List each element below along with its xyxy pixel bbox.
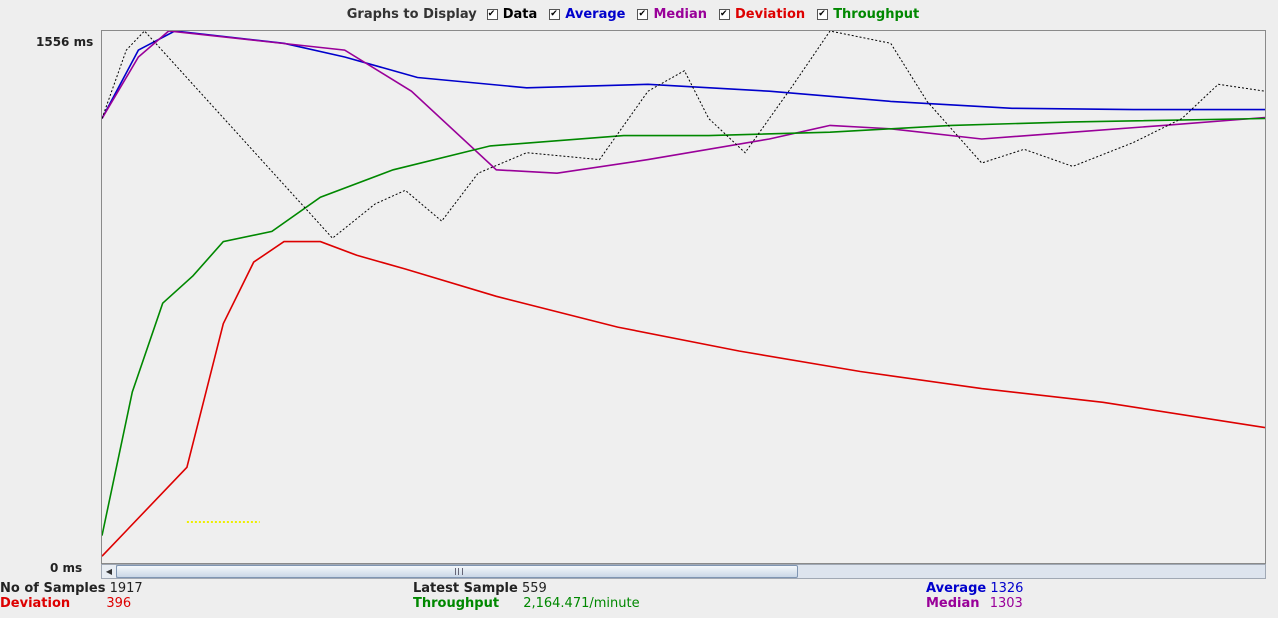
scroll-grip-icon [455, 568, 463, 575]
deviation-label: Deviation [0, 596, 71, 611]
samples-value: 1917 [109, 581, 143, 596]
series-line-deviation [102, 240, 1265, 557]
stat-latest: Latest Sample 559 [413, 581, 547, 596]
data-checkbox[interactable] [486, 8, 498, 20]
toggle-deviation[interactable]: Deviation [719, 7, 805, 22]
graphs-to-display-bar: Graphs to Display Data Average Median De… [0, 0, 1278, 28]
median-label: Median [926, 596, 980, 611]
y-axis-min-label: 0 ms [50, 561, 83, 575]
series-line-median [102, 31, 1265, 175]
series-line-average [102, 31, 1265, 119]
throughput-value: 2,164.471/minute [523, 596, 640, 611]
toggle-median-label: Median [653, 6, 708, 22]
stat-throughput: Throughput 2,164.471/minute [413, 596, 640, 611]
median-value: 1303 [989, 596, 1023, 611]
scroll-thumb[interactable] [116, 565, 798, 578]
series-line-data [102, 31, 1265, 239]
average-value: 1326 [990, 581, 1024, 596]
toggle-median[interactable]: Median [637, 7, 707, 22]
graphs-to-display-title: Graphs to Display [346, 6, 477, 22]
toggle-average[interactable]: Average [549, 7, 625, 22]
deviation-value: 396 [106, 596, 132, 611]
toggle-throughput[interactable]: Throughput [817, 7, 919, 22]
toggle-throughput-label: Throughput [833, 6, 920, 22]
stat-median: Median 1303 [926, 596, 1023, 611]
latest-label: Latest Sample [413, 581, 518, 596]
median-checkbox[interactable] [637, 8, 649, 20]
stat-deviation: Deviation 396 [0, 596, 131, 611]
series-line-throughput [102, 117, 1265, 536]
stat-samples: No of Samples 1917 [0, 581, 143, 596]
graph-scrollbar[interactable]: ◀ [101, 564, 1266, 579]
toggle-deviation-label: Deviation [735, 6, 806, 22]
toggle-average-label: Average [565, 6, 626, 22]
graph-svg [102, 31, 1265, 557]
toggle-data-label: Data [502, 6, 538, 22]
latest-value: 559 [521, 581, 547, 596]
throughput-checkbox[interactable] [817, 8, 829, 20]
samples-label: No of Samples [0, 581, 106, 596]
average-checkbox[interactable] [549, 8, 561, 20]
graph-plot-area [101, 30, 1266, 564]
average-label: Average [926, 581, 987, 596]
toggle-data[interactable]: Data [486, 6, 538, 22]
throughput-label: Throughput [413, 596, 500, 611]
stat-average: Average 1326 [926, 581, 1023, 596]
y-axis-max-label: 1556 ms [36, 35, 94, 49]
deviation-checkbox[interactable] [719, 8, 731, 20]
scroll-left-arrow-icon[interactable]: ◀ [102, 565, 117, 578]
